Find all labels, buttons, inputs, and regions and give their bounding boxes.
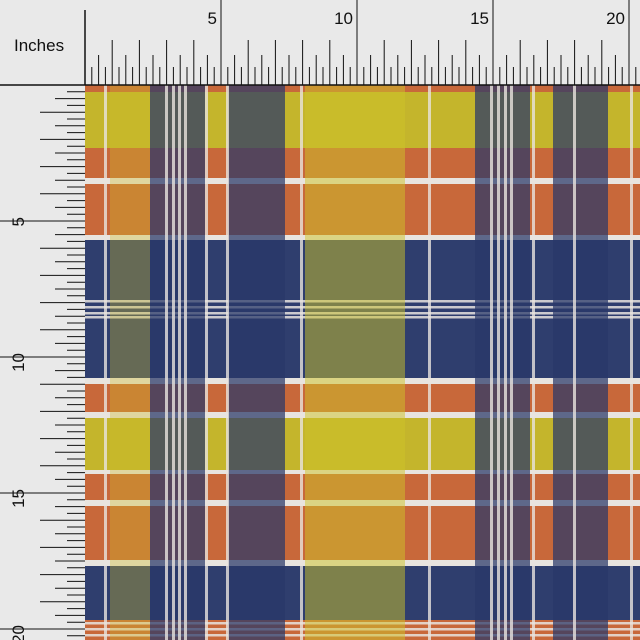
fabric-stripe xyxy=(504,85,507,640)
top-ruler-label: 15 xyxy=(470,9,489,28)
fabric-column xyxy=(150,85,205,640)
left-ruler-label: 10 xyxy=(9,353,28,372)
fabric-stripe xyxy=(573,85,576,640)
fabric-stripe xyxy=(428,85,431,640)
fabric-stripe xyxy=(226,85,229,640)
fabric-stripe xyxy=(300,85,303,640)
plaid-fabric xyxy=(85,85,640,640)
fabric-stripe xyxy=(172,85,175,640)
fabric-stripe xyxy=(497,85,500,640)
fabric-stripe xyxy=(205,85,208,640)
fabric-column xyxy=(110,85,150,640)
unit-label: Inches xyxy=(14,36,64,55)
left-ruler-label: 5 xyxy=(9,217,28,226)
left-ruler-label: 20 xyxy=(9,625,28,640)
fabric-column xyxy=(228,85,285,640)
left-ruler-label: 15 xyxy=(9,489,28,508)
fabric-column xyxy=(475,85,530,640)
fabric-column xyxy=(305,85,405,640)
top-ruler-label: 20 xyxy=(606,9,625,28)
top-ruler-label: 5 xyxy=(208,9,217,28)
top-ruler-label: 10 xyxy=(334,9,353,28)
fabric-stripe xyxy=(184,85,187,640)
fabric-stripe xyxy=(104,85,107,640)
fabric-stripe xyxy=(510,85,513,640)
fabric-stripe xyxy=(178,85,181,640)
fabric-column xyxy=(553,85,608,640)
fabric-stripe xyxy=(630,85,633,640)
fabric-stripe xyxy=(490,85,493,640)
fabric-stripe xyxy=(532,85,535,640)
fabric-stripe xyxy=(165,85,168,640)
